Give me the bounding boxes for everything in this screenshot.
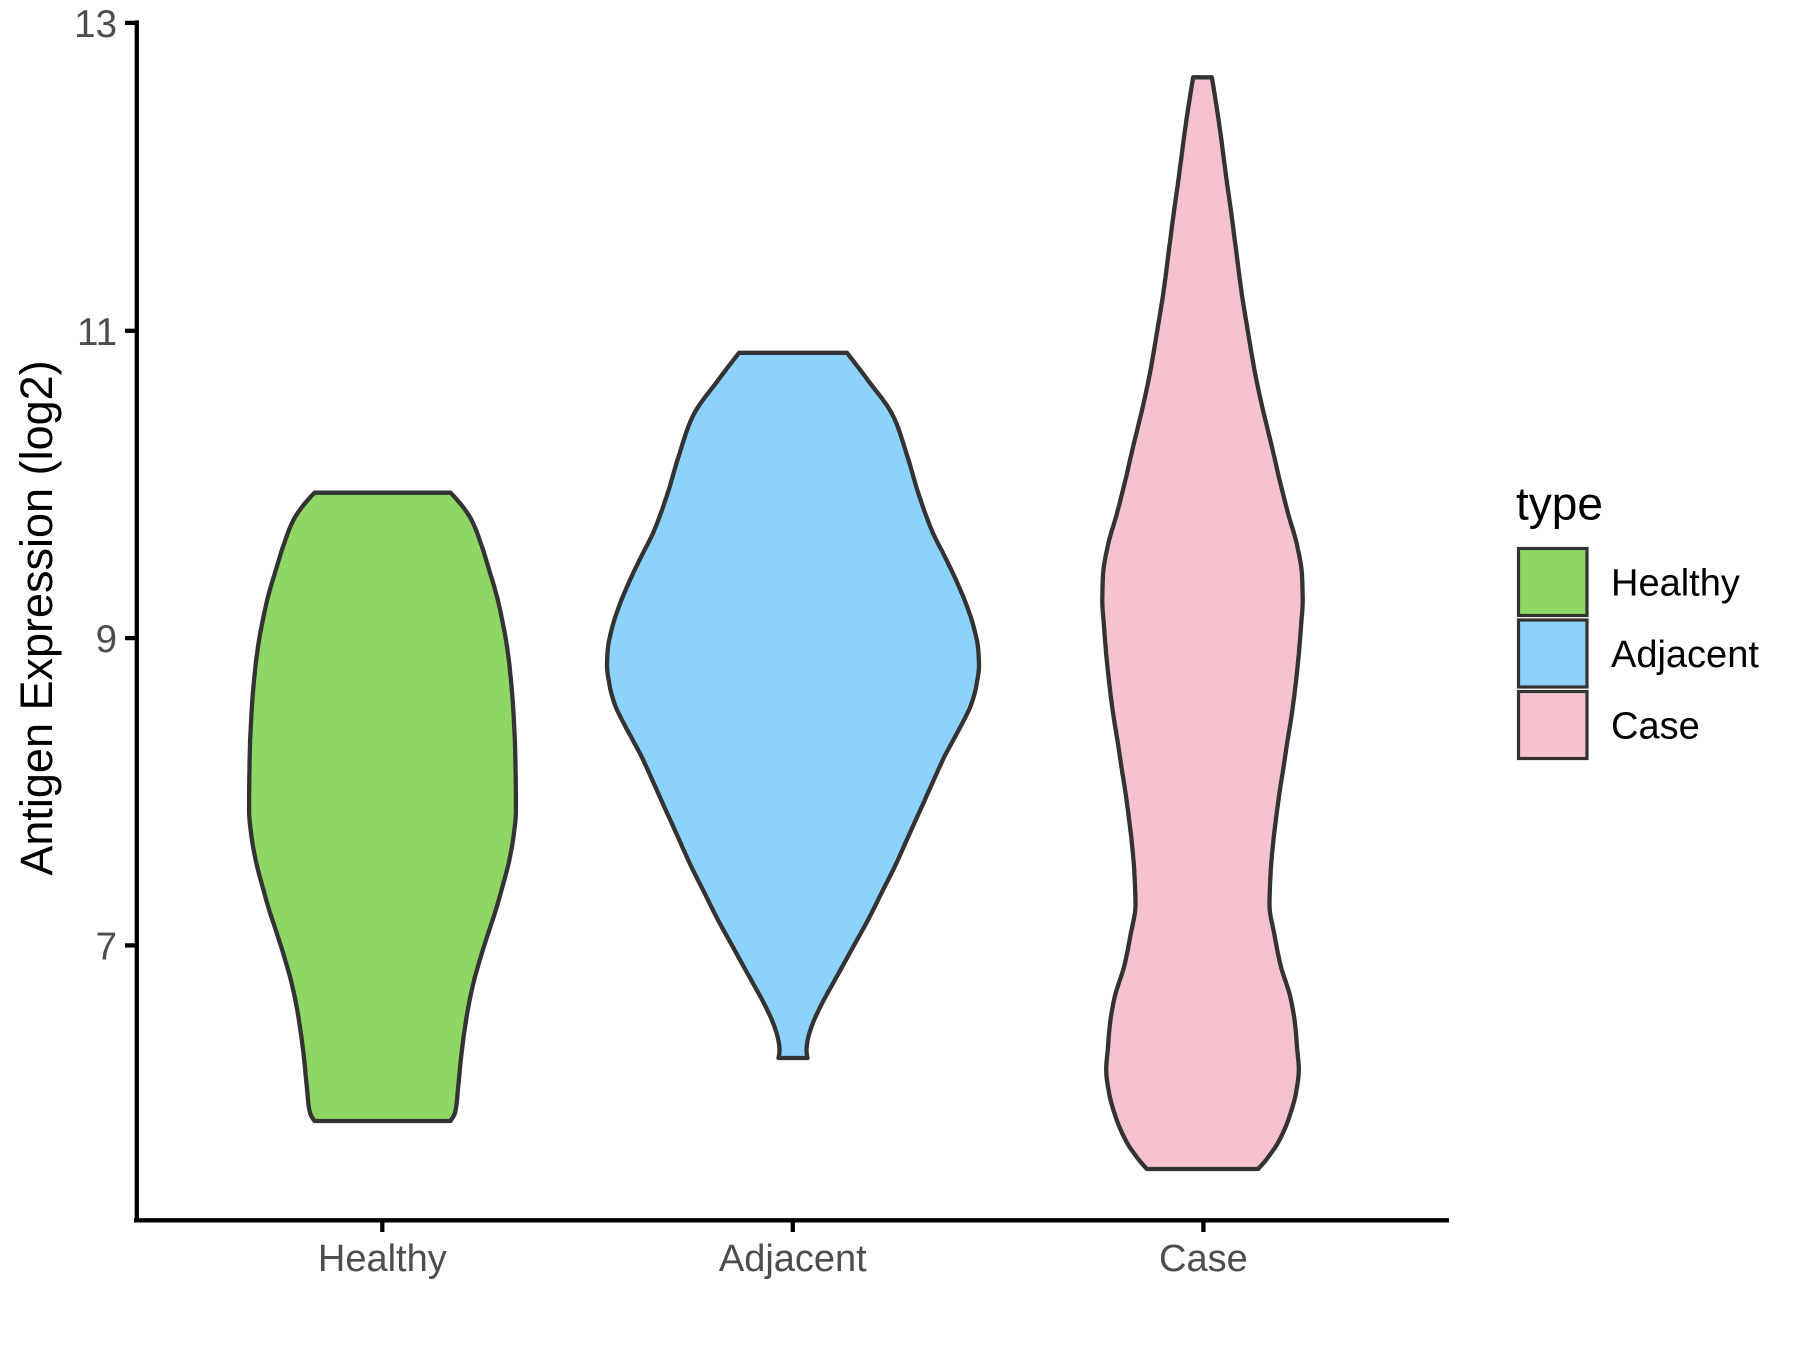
svg-text:Adjacent: Adjacent <box>719 1238 867 1280</box>
svg-text:type: type <box>1516 478 1603 530</box>
svg-text:Healthy: Healthy <box>1611 563 1740 605</box>
svg-text:Antigen Expression (log2): Antigen Expression (log2) <box>11 360 62 875</box>
svg-text:11: 11 <box>77 311 117 354</box>
svg-text:Healthy: Healthy <box>318 1238 447 1280</box>
svg-text:7: 7 <box>96 925 117 968</box>
svg-text:Case: Case <box>1159 1238 1248 1280</box>
svg-text:Adjacent: Adjacent <box>1611 634 1759 676</box>
svg-text:13: 13 <box>74 3 117 46</box>
svg-text:9: 9 <box>96 618 117 661</box>
svg-text:Case: Case <box>1611 706 1700 748</box>
